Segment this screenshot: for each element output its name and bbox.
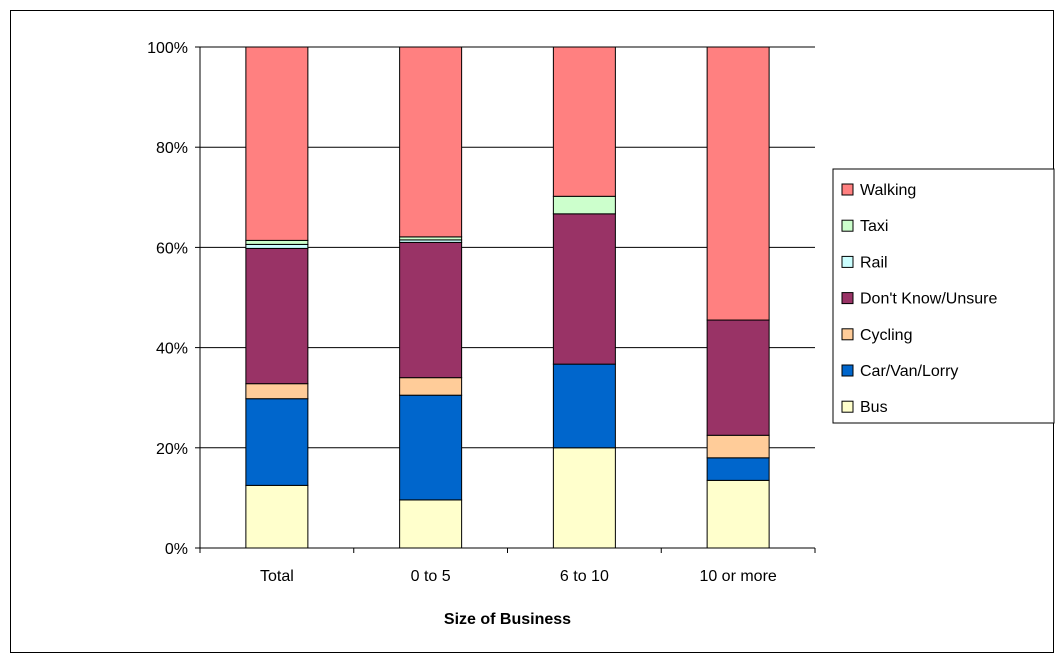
bar-segment [245,247,309,385]
legend-label: Taxi [860,218,888,235]
x-ticks: Total 0 to 5 6 to 10 10 or more [199,548,816,585]
legend-swatch [841,364,854,377]
bar-segment [706,434,770,459]
bar-segment [245,484,309,549]
legend-label: Walking [860,182,916,199]
bar-segment [245,243,309,249]
legend-label: Don't Know/Unsure [860,291,997,308]
bars [245,46,770,549]
legend-swatch [841,292,854,305]
legend-swatch [841,219,854,232]
legend-swatch [841,328,854,341]
bar-segment [552,213,616,365]
bar-segment [552,447,616,549]
y-tick-label: 40% [156,341,188,358]
legend-label: Bus [860,399,888,416]
x-tick-label: 0 to 5 [411,568,451,585]
bar-segment [399,377,463,396]
bar-segment [552,363,616,449]
x-axis-title: Size of Business [444,611,571,628]
legend-swatch [841,183,854,196]
x-tick-label: 6 to 10 [560,568,609,585]
legend-swatch [841,400,854,413]
bar-segment [706,319,770,436]
y-tick-label: 100% [147,40,188,57]
y-tick-label: 0% [165,541,188,558]
bar-segment [706,479,770,549]
y-ticks: 0% 20% 40% 60% 80% 100% [147,40,200,558]
bar-segment [399,499,463,549]
bar-segment [245,239,309,245]
legend-label: Car/Van/Lorry [860,363,958,380]
legend-label: Cycling [860,327,912,344]
y-tick-label: 80% [156,140,188,157]
y-tick-label: 20% [156,441,188,458]
bar-segment [399,394,463,501]
bar-segment [706,46,770,321]
bar-segment [245,46,309,241]
legend-swatch [841,255,854,268]
legend-label: Rail [860,254,888,271]
legend: Walking Taxi Rail Don't Know/Unsure Cycling C… [832,168,1055,424]
legend-box [832,168,1055,424]
bar-segment [706,457,770,481]
bar-segment [552,195,616,215]
bar-segment [245,398,309,486]
bar-segment [399,46,463,238]
bar-segment [552,46,616,197]
x-tick-label: Total [260,568,294,585]
bar-segment [245,383,309,400]
y-tick-label: 60% [156,240,188,257]
bar-segment [399,241,463,379]
x-tick-label: 10 or more [699,568,776,585]
